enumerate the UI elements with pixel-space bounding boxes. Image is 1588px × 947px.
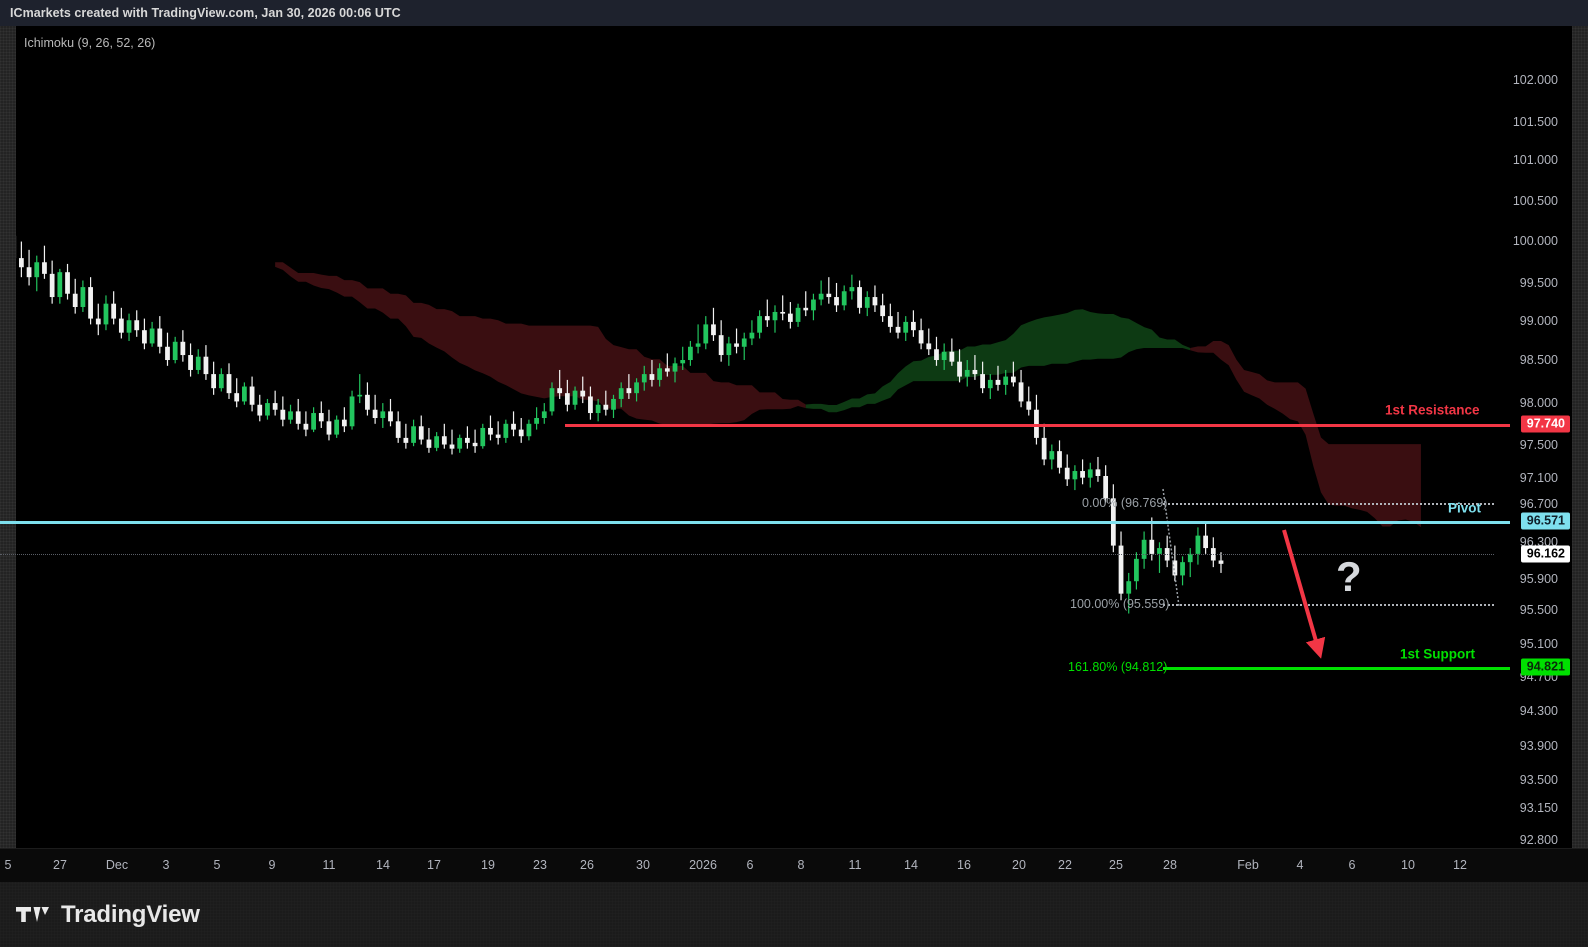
price-tick: 98.500 [1519, 353, 1558, 367]
fib-mid-line [0, 554, 1494, 555]
price-tick: 98.000 [1519, 396, 1558, 410]
price-tick: 93.900 [1519, 739, 1558, 753]
time-tick: 17 [427, 858, 441, 872]
uncertainty-question-mark: ? [1336, 553, 1362, 600]
resistance-level-line[interactable] [565, 424, 1510, 427]
support-price-badge: 94.821 [1520, 658, 1570, 676]
price-tick: 96.700 [1519, 497, 1558, 511]
time-tick: 11 [848, 858, 862, 872]
candlestick-series [16, 235, 1421, 614]
time-tick: 10 [1401, 858, 1415, 872]
price-scale[interactable]: 102.000 101.500 101.000 100.500 100.000 99.50… [1494, 26, 1572, 848]
time-tick: 3 [162, 858, 170, 872]
fib-label: 100.00% (95.559) [1070, 597, 1170, 611]
time-tick: 5 [213, 858, 221, 872]
price-tick: 101.500 [1512, 115, 1558, 129]
last-price-badge: 96.162 [1520, 545, 1570, 563]
resistance-level-label: 1st Resistance [1385, 402, 1480, 418]
left-gutter [0, 26, 16, 848]
time-tick: 6 [1348, 858, 1356, 872]
time-tick: 28 [1163, 858, 1177, 872]
price-tick: 97.100 [1519, 471, 1558, 485]
price-tick: 100.000 [1512, 234, 1558, 248]
time-tick: 30 [636, 858, 650, 872]
time-tick: 14 [376, 858, 390, 872]
time-tick: 5 [4, 858, 12, 872]
price-tick: 101.000 [1512, 153, 1558, 167]
price-tick: 100.500 [1512, 194, 1558, 208]
branding-bar: TradingView [0, 882, 1588, 947]
price-tick: 93.500 [1519, 773, 1558, 787]
price-tick: 97.500 [1519, 438, 1558, 452]
time-tick: 20 [1012, 858, 1026, 872]
time-tick: Dec [105, 858, 129, 872]
time-tick: 27 [53, 858, 67, 872]
attribution-text: ICmarkets created with TradingView.com, … [10, 6, 401, 20]
price-tick: 92.800 [1519, 833, 1558, 847]
indicator-legend[interactable]: Ichimoku (9, 26, 52, 26) [24, 36, 156, 50]
time-tick: 11 [322, 858, 336, 872]
time-axis[interactable]: 5 27 Dec 3 5 9 11 14 17 19 23 26 30 2026 6 8 11 14 16 20 22 2… [0, 848, 1588, 882]
price-tick: 94.300 [1519, 704, 1558, 718]
pivot-level-label: Pivot [1448, 500, 1482, 516]
time-tick: 25 [1109, 858, 1123, 872]
time-tick: Feb [1237, 858, 1259, 872]
support-level-line[interactable] [1163, 667, 1510, 670]
price-plot[interactable] [16, 26, 1494, 848]
time-tick: 23 [533, 858, 547, 872]
time-tick: 14 [904, 858, 918, 872]
brand-name: TradingView [61, 900, 200, 928]
pivot-price-badge: 96.571 [1520, 512, 1570, 530]
time-tick: 12 [1453, 858, 1467, 872]
right-gutter [1572, 26, 1588, 848]
attribution-bar: ICmarkets created with TradingView.com, … [0, 0, 1588, 26]
time-tick: 19 [481, 858, 495, 872]
pivot-level-line[interactable] [0, 521, 1510, 524]
tradingview-logo-icon [16, 906, 49, 922]
price-tick: 95.900 [1519, 572, 1558, 586]
support-level-label: 1st Support [1400, 646, 1476, 662]
tradingview-brand: TradingView [0, 901, 200, 929]
time-tick: 26 [580, 858, 594, 872]
fib-label: 0.00% (96.769) [1082, 496, 1168, 510]
price-tick: 95.500 [1519, 603, 1558, 617]
time-tick: 8 [797, 858, 805, 872]
fib-line[interactable] [1163, 503, 1494, 505]
time-tick: 6 [746, 858, 754, 872]
price-tick: 99.500 [1519, 276, 1558, 290]
time-tick: 4 [1296, 858, 1304, 872]
time-tick: 2026 [689, 858, 717, 872]
price-tick: 99.000 [1519, 314, 1558, 328]
chart-area[interactable]: 1st Resistance Pivot 1st Support 0.00% (96… [0, 26, 1588, 848]
time-tick: 16 [957, 858, 971, 872]
fib-label: 161.80% (94.812) [1068, 660, 1168, 674]
price-tick: 95.100 [1519, 637, 1558, 651]
price-tick: 102.000 [1512, 73, 1558, 87]
price-tick: 93.150 [1519, 801, 1558, 815]
resistance-price-badge: 97.740 [1520, 415, 1570, 433]
fib-line[interactable] [1163, 604, 1494, 606]
time-tick: 22 [1058, 858, 1072, 872]
time-tick: 9 [268, 858, 276, 872]
